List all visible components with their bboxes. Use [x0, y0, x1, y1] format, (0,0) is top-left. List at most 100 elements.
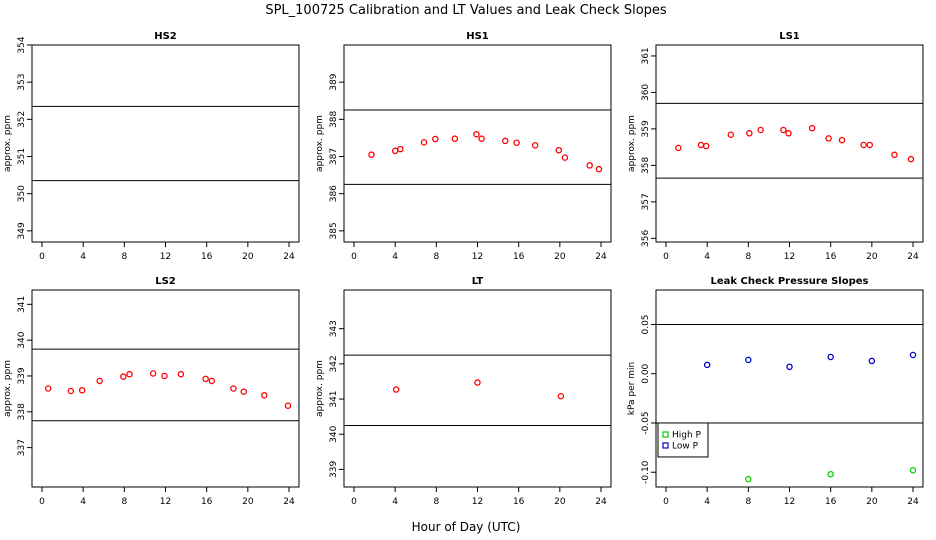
- panel-title: LS1: [779, 31, 800, 42]
- y-axis-label: approx. ppm: [627, 115, 637, 172]
- figure-x-axis-label: Hour of Day (UTC): [412, 520, 521, 534]
- plot-frame: [655, 44, 924, 243]
- data-point: [786, 363, 793, 371]
- x-tick-label: 8: [121, 497, 127, 507]
- y-tick-label: 352: [17, 111, 27, 128]
- data-point: [891, 151, 898, 159]
- y-tick-label: 337: [17, 439, 27, 456]
- data-point: [702, 142, 710, 150]
- data-point: [202, 375, 209, 383]
- data-point: [825, 135, 832, 142]
- legend-label: High P: [672, 430, 702, 440]
- data-point: [860, 141, 867, 149]
- y-tick-label: 340: [17, 331, 27, 348]
- data-point: [368, 151, 375, 158]
- data-point: [161, 372, 168, 380]
- data-point: [531, 142, 539, 149]
- data-point: [675, 144, 682, 152]
- data-point: [392, 386, 400, 393]
- data-point: [907, 155, 915, 163]
- x-tick-label: 8: [745, 497, 751, 507]
- x-tick-label: 16: [825, 252, 837, 262]
- y-axis-label: approx. ppm: [3, 115, 13, 172]
- y-tick-label: 349: [17, 222, 27, 239]
- y-tick-label: 351: [17, 148, 27, 165]
- x-tick-label: 24: [595, 252, 607, 262]
- data-point: [557, 392, 565, 400]
- x-tick-label: 4: [80, 497, 86, 507]
- x-tick-label: 24: [283, 252, 295, 262]
- plot-frame: [343, 44, 612, 243]
- y-tick-label: 0.05: [641, 314, 651, 334]
- data-point: [149, 370, 157, 377]
- x-tick-label: 20: [866, 252, 878, 262]
- data-point: [208, 377, 216, 385]
- data-point: [397, 145, 404, 153]
- legend-marker: [662, 442, 669, 449]
- x-tick-label: 24: [907, 497, 919, 507]
- y-tick-label: 359: [641, 120, 651, 137]
- panel-title: LS2: [155, 276, 176, 287]
- data-point: [827, 470, 834, 478]
- x-tick-label: 0: [663, 252, 669, 262]
- y-tick-label: 350: [17, 185, 27, 202]
- data-point: [703, 361, 711, 369]
- x-tick-label: 12: [472, 252, 483, 262]
- x-tick-label: 20: [554, 252, 566, 262]
- plot-frame: [31, 44, 300, 243]
- x-tick-label: 20: [554, 497, 566, 507]
- y-tick-label: 353: [17, 74, 27, 91]
- y-tick-label: 389: [329, 73, 339, 90]
- data-point: [502, 137, 509, 145]
- data-point: [513, 139, 520, 147]
- panel-1: HS2 0 4 8 12 16 20 24 349 350 351 352 353 354 approx. …: [3, 31, 300, 262]
- x-tick-label: 12: [160, 252, 171, 262]
- data-point: [697, 141, 705, 149]
- data-point: [727, 131, 735, 138]
- y-tick-label: 342: [329, 355, 339, 372]
- legend-marker: [662, 431, 669, 438]
- y-tick-label: 343: [329, 320, 339, 337]
- x-tick-label: 24: [283, 497, 295, 507]
- y-axis-label: approx. ppm: [315, 360, 325, 417]
- data-point: [586, 162, 593, 169]
- x-tick-label: 16: [201, 252, 213, 262]
- x-tick-label: 0: [351, 252, 357, 262]
- x-tick-label: 0: [39, 497, 45, 507]
- plot-frame: [343, 289, 612, 488]
- x-tick-label: 12: [160, 497, 171, 507]
- x-tick-label: 24: [907, 252, 919, 262]
- x-tick-label: 20: [866, 497, 878, 507]
- panel-title: HS1: [466, 31, 489, 42]
- x-tick-label: 12: [784, 497, 795, 507]
- data-point: [261, 392, 268, 399]
- y-tick-label: 387: [329, 148, 339, 165]
- data-point: [177, 370, 185, 378]
- y-tick-label: 357: [641, 193, 651, 210]
- x-tick-label: 8: [433, 497, 439, 507]
- data-point: [780, 126, 787, 134]
- y-tick-label: -0.10: [641, 460, 651, 484]
- x-tick-label: 0: [663, 497, 669, 507]
- data-point: [391, 147, 399, 155]
- panel-title: LT: [472, 276, 484, 287]
- y-tick-label: 356: [641, 229, 651, 246]
- data-point: [785, 130, 792, 137]
- data-point: [473, 130, 480, 138]
- x-tick-label: 4: [704, 497, 710, 507]
- data-point: [284, 402, 292, 409]
- panel-title: Leak Check Pressure Slopes: [711, 276, 869, 287]
- x-tick-label: 20: [242, 252, 254, 262]
- x-tick-label: 16: [513, 252, 525, 262]
- x-tick-label: 16: [513, 497, 525, 507]
- data-point: [595, 165, 603, 173]
- y-tick-label: 358: [641, 157, 651, 174]
- y-tick-label: 388: [329, 110, 339, 127]
- data-point: [451, 135, 459, 142]
- x-tick-label: 16: [201, 497, 213, 507]
- panel-5: LT 0 4 8 12 16 20 24 339 340 341 342 343 approx. ppm: [315, 276, 612, 507]
- data-point: [745, 356, 752, 364]
- panel-3: LS1 0 4 8 12 16 20 24 356 357 358 359 360 361 approx. …: [627, 31, 924, 262]
- x-tick-label: 8: [121, 252, 127, 262]
